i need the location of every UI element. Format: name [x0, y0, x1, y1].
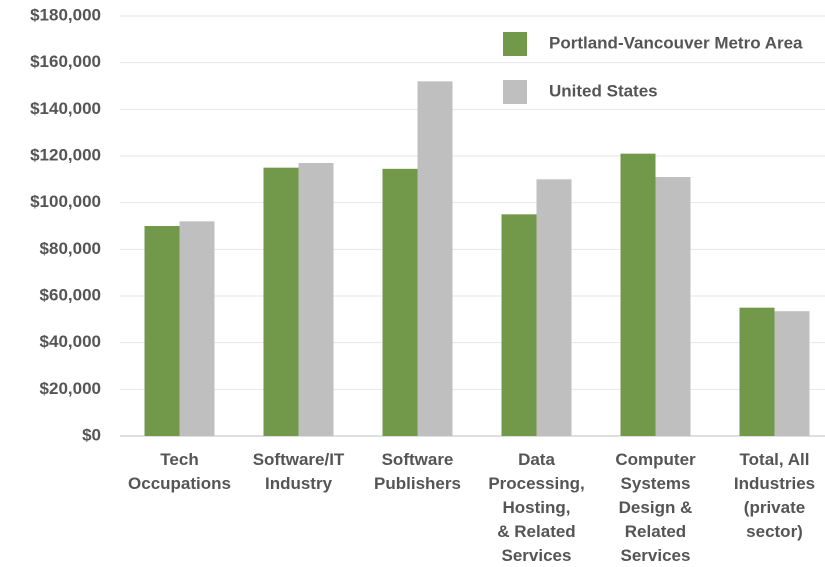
bar: [774, 311, 810, 436]
y-tick-label: $180,000: [30, 5, 101, 24]
y-tick-label: $20,000: [40, 379, 101, 398]
bar: [655, 177, 691, 436]
bar: [417, 81, 453, 436]
x-tick-label: Software Publishers: [374, 450, 461, 493]
legend-swatch: [503, 80, 527, 104]
bar: [382, 168, 418, 437]
y-tick-label: $60,000: [40, 285, 101, 304]
bar: [263, 167, 299, 436]
legend-label: Portland-Vancouver Metro Area: [549, 33, 803, 52]
y-tick-label: $40,000: [40, 332, 101, 351]
bar: [144, 226, 180, 436]
bar: [501, 214, 537, 436]
y-tick-label: $140,000: [30, 99, 101, 118]
bar: [298, 163, 334, 436]
bar: [536, 179, 572, 437]
x-tick-label: Software/IT Industry: [252, 450, 345, 493]
y-tick-label: $80,000: [40, 239, 101, 258]
y-tick-label: $160,000: [30, 52, 101, 71]
x-tick-label: Total, All Industries (private sector): [733, 450, 816, 541]
x-tick-label: Tech Occupations: [128, 450, 231, 493]
y-tick-label: $120,000: [30, 145, 101, 164]
y-tick-label: $0: [82, 425, 101, 444]
y-tick-label: $100,000: [30, 192, 101, 211]
x-tick-label: Data Processing, Hosting, & Related Serv…: [488, 450, 585, 565]
bar: [620, 153, 656, 436]
x-tick-label: Computer Systems Design & Related Servic…: [615, 450, 696, 565]
bar: [739, 307, 775, 436]
bar: [179, 221, 215, 436]
legend-label: United States: [549, 81, 658, 100]
legend-swatch: [503, 32, 527, 56]
